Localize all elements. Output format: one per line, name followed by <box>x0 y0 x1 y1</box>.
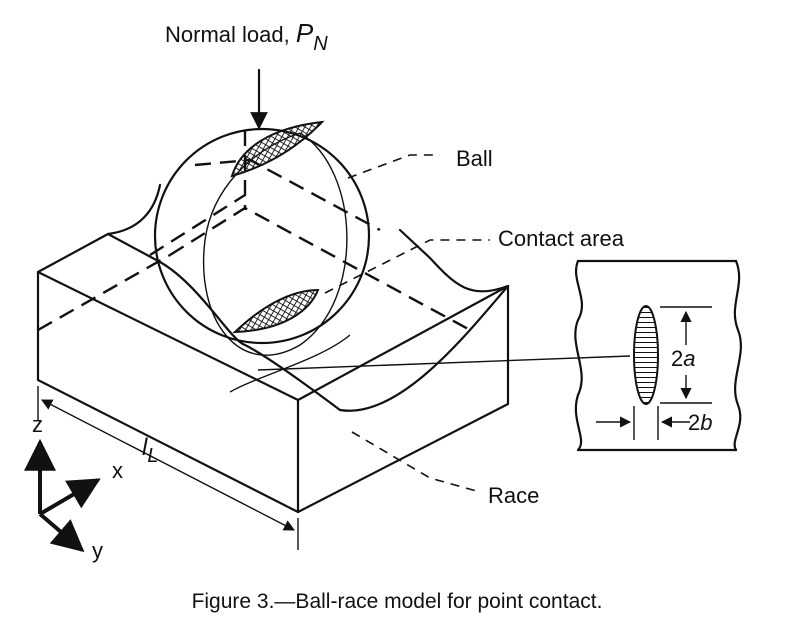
race-groove-back <box>106 183 162 236</box>
y-axis-arrow <box>38 512 85 553</box>
ball <box>149 120 381 356</box>
contact-area-bottom <box>232 288 320 334</box>
ball-horizontal-axis <box>149 193 246 257</box>
major-axis-label: 2a <box>671 346 696 371</box>
minor-axis-label: 2b <box>688 410 713 435</box>
race-groove-front <box>106 232 342 412</box>
axes-triad: z x y <box>24 412 123 563</box>
contact-area-leader <box>324 239 490 294</box>
race-groove-curve <box>338 284 510 412</box>
x-axis-label: x <box>112 458 123 483</box>
contact-area-top <box>230 120 325 178</box>
race-leader <box>351 431 481 493</box>
figure-caption: Figure 3.—Ball-race model for point cont… <box>192 590 603 613</box>
race-label: Race <box>488 483 539 508</box>
detail-connector-line <box>257 355 631 371</box>
race-hidden-bottom <box>37 253 171 332</box>
contact-area-label: Contact area <box>498 226 625 251</box>
normal-load-label: Normal load, PN <box>165 18 328 55</box>
inset-right-break <box>733 259 742 452</box>
race-hidden-axis <box>169 206 471 332</box>
length-dim-line <box>41 399 295 531</box>
detail-inset: 2a 2b <box>574 259 742 452</box>
race-front-face <box>36 270 300 514</box>
race-groove-inner <box>229 334 351 393</box>
inset-left-break <box>574 259 584 452</box>
ball-label: Ball <box>456 146 493 171</box>
race-top-left-edge <box>36 232 110 274</box>
length-dimension: lL <box>37 386 299 550</box>
ball-equator <box>194 158 381 232</box>
race-groove-back-right <box>398 228 510 293</box>
y-axis-label: y <box>92 538 103 563</box>
race-right-edge <box>296 284 510 514</box>
contact-ellipse <box>633 305 659 405</box>
z-axis-label: z <box>32 412 43 437</box>
x-axis-arrow <box>38 478 101 516</box>
race-block <box>36 183 510 514</box>
ball-meridian <box>203 132 348 356</box>
ball-leader <box>347 154 440 179</box>
length-label: lL <box>142 434 158 467</box>
